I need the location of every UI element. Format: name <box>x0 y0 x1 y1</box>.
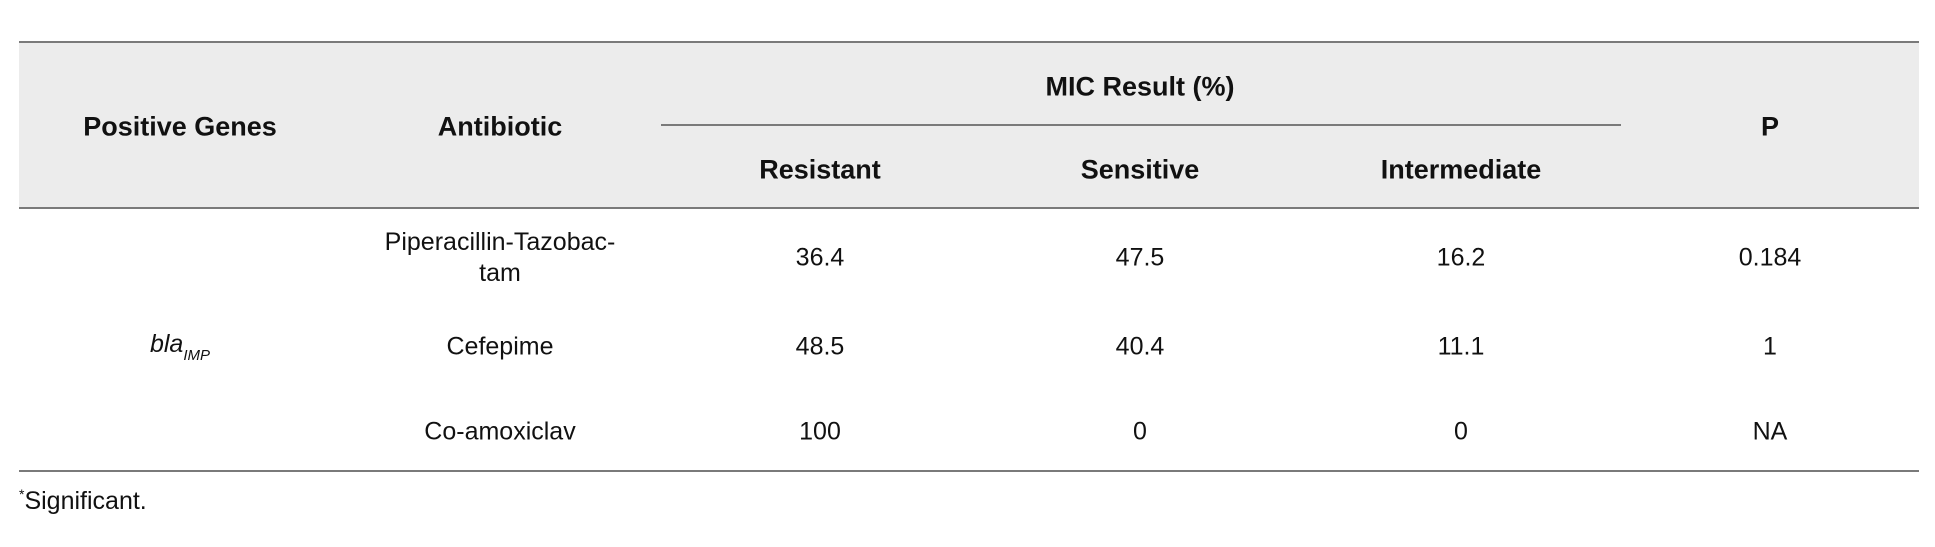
header-cell: Sensitive <box>1080 154 1200 185</box>
footnote: *Significant. <box>19 486 147 516</box>
header-cell: Positive Genes <box>83 111 277 142</box>
header-cell: P <box>1760 111 1780 142</box>
antibiotic-cell: Piperacillin-Tazobac-tam <box>385 227 616 289</box>
value-cell: 16.2 <box>1436 243 1486 272</box>
footnote-text: Significant. <box>24 487 147 515</box>
antibiotic-cell: Co-amoxiclav <box>424 417 575 448</box>
bottom-rule <box>19 470 1919 472</box>
value-cell: 40.4 <box>1115 332 1165 361</box>
gene-name: bla <box>149 330 184 358</box>
group-rule <box>661 124 1621 126</box>
value-cell: NA <box>1752 417 1788 446</box>
gene-subscript: IMP <box>183 347 211 364</box>
header-group: MIC Result (%) <box>1045 71 1235 102</box>
top-rule <box>19 41 1919 43</box>
header-cell: Antibiotic <box>437 111 563 142</box>
gene-cell: blaIMP <box>150 329 210 371</box>
antibiotic-line: Co-amoxiclav <box>424 417 576 446</box>
value-cell: 100 <box>799 417 841 446</box>
header-cell: Intermediate <box>1380 154 1542 185</box>
value-cell: 1 <box>1763 332 1777 361</box>
footnote-mark: * <box>19 486 25 502</box>
header-cell: Resistant <box>759 154 881 185</box>
header-rule <box>19 207 1919 209</box>
value-cell: 0 <box>1454 417 1468 446</box>
antibiotic-line: tam <box>479 259 521 287</box>
value-cell: 48.5 <box>795 332 845 361</box>
antibiotic-cell: Cefepime <box>447 332 554 363</box>
antibiotic-line: Piperacillin-Tazobac- <box>384 228 616 256</box>
value-cell: 11.1 <box>1437 332 1485 361</box>
value-cell: 0.184 <box>1738 243 1802 272</box>
value-cell: 36.4 <box>795 243 845 272</box>
antibiotic-line: Cefepime <box>446 332 554 361</box>
value-cell: 0 <box>1133 417 1147 446</box>
value-cell: 47.5 <box>1115 243 1165 272</box>
